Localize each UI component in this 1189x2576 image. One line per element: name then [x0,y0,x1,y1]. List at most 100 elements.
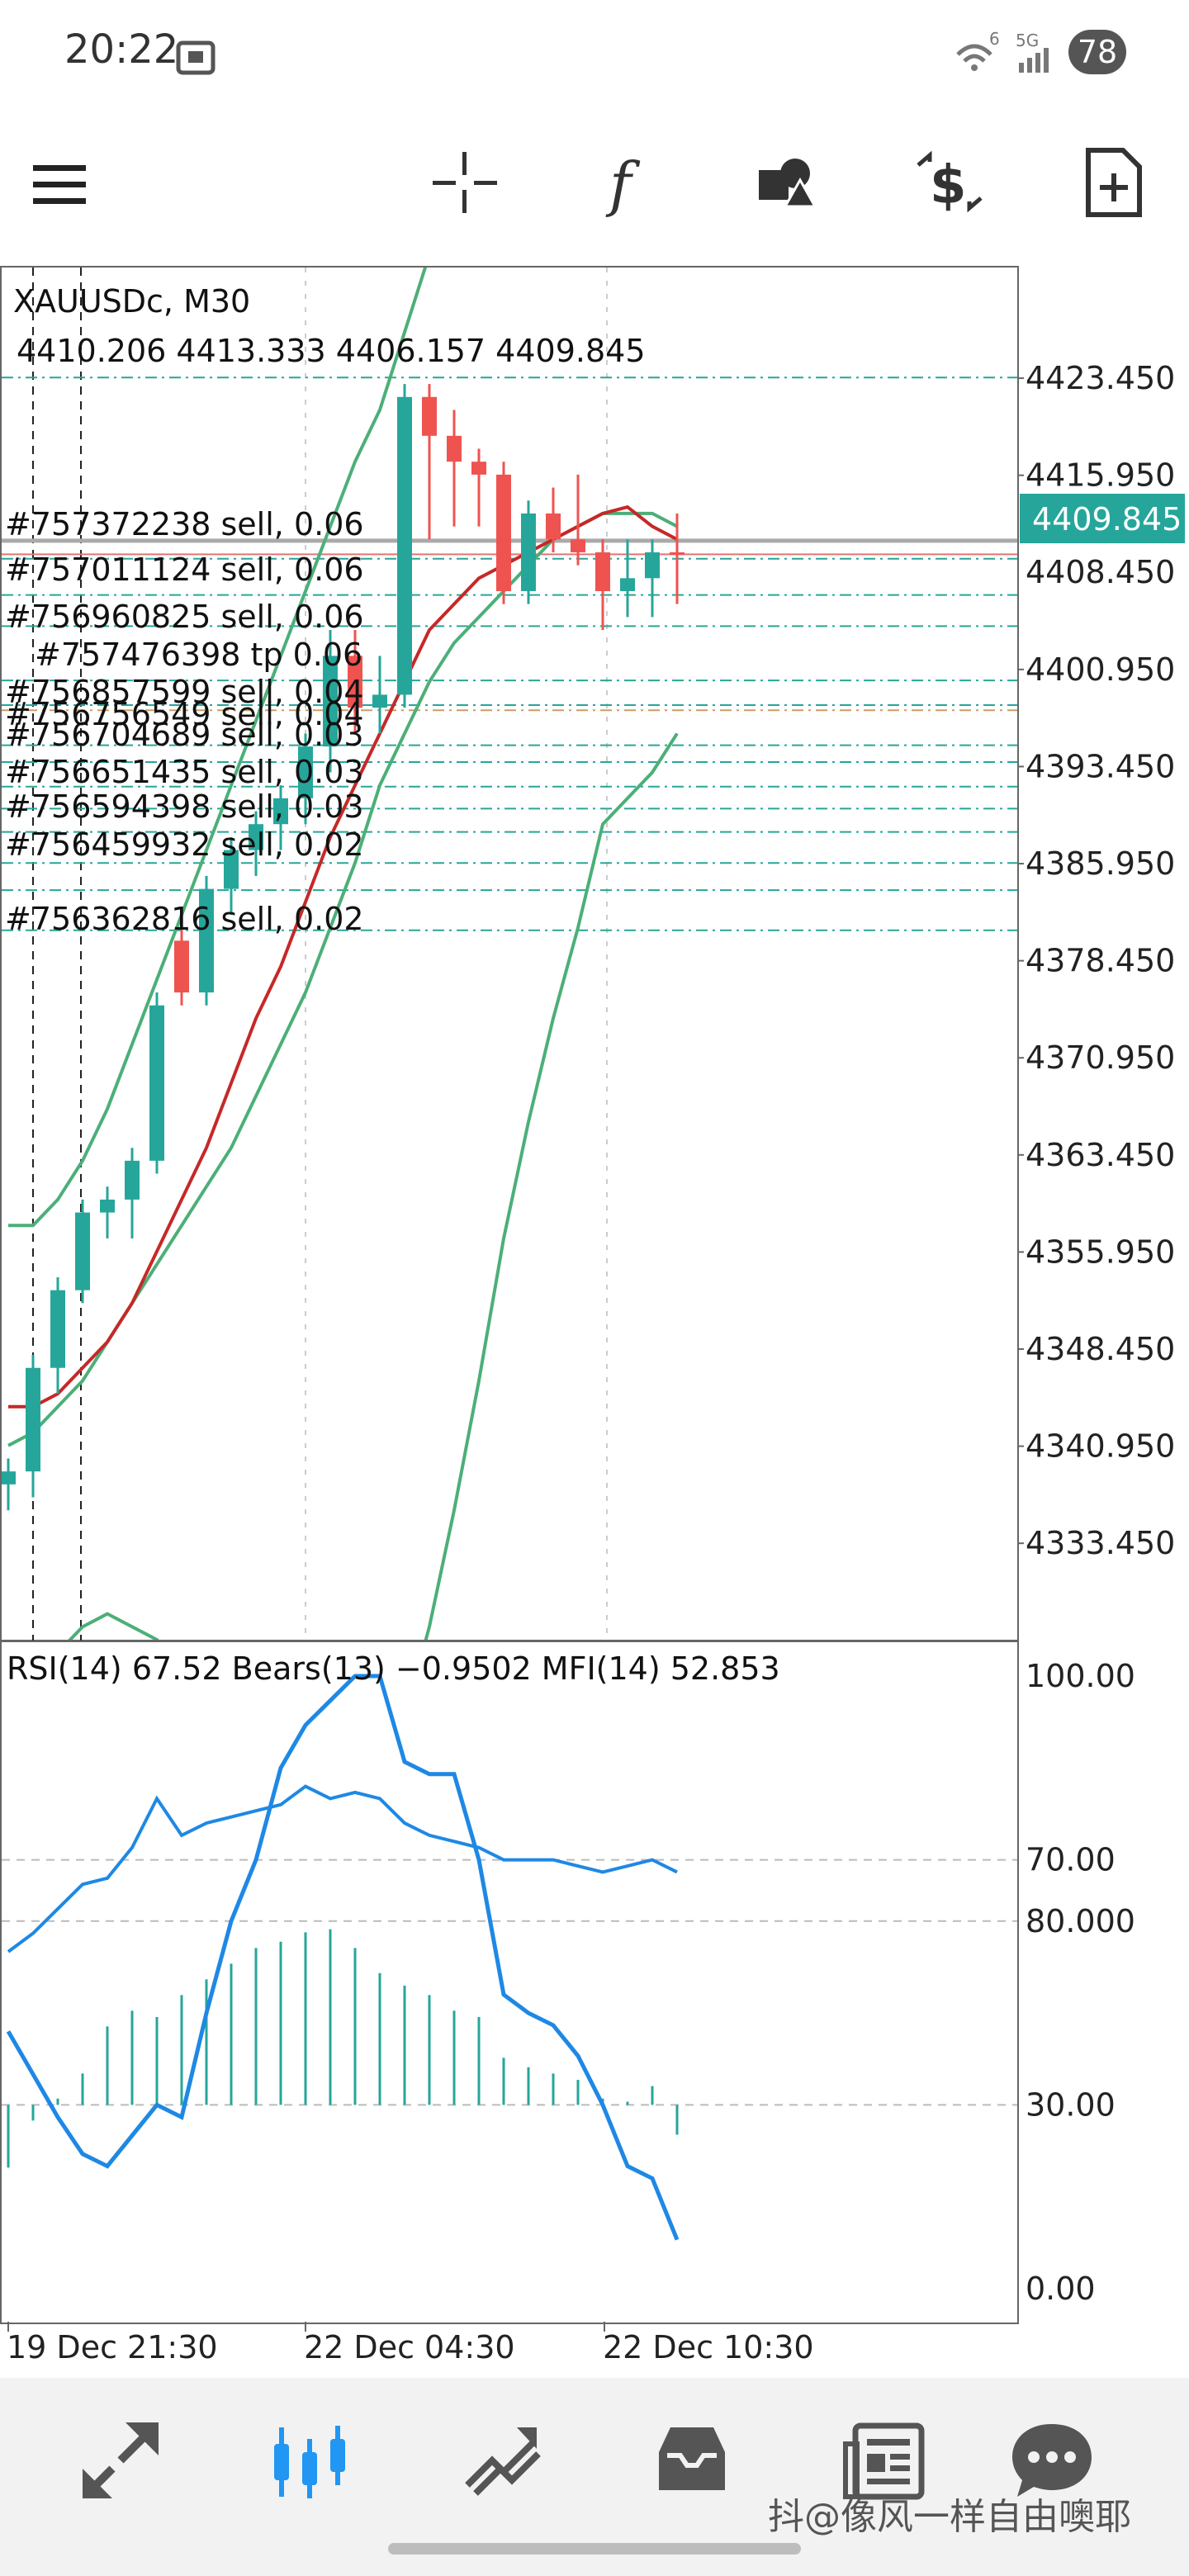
candle [149,992,164,1174]
symbol-label: XAUUSDc, M30 [13,283,250,320]
time-axis: 19 Dec 21:30 22 Dec 04:30 22 Dec 10:30 [7,2322,814,2360]
order-label: #756756549 sell, 0.04 [5,696,364,732]
rsi-line [7,1784,678,1953]
current-price-tag: 4409.845 [1020,494,1185,543]
candle-body [422,396,437,436]
candle-body [149,1005,164,1161]
home-indicator[interactable] [388,2543,801,2555]
candle-body [199,888,214,993]
candle-body [546,513,561,540]
battery-indicator: 78 [1068,30,1126,74]
candle [372,656,387,734]
rsi-polyline [7,1784,678,1953]
indicator-level-label: 30.00 [1026,2086,1116,2123]
indicator-level-label: 80.000 [1026,1903,1135,1939]
candle-body [125,1160,140,1200]
trading-chart[interactable]: 4423.450 4415.950 4400.950 4393.450 4385.950… [0,263,1189,2360]
trade-icon[interactable]: $ [908,140,991,223]
chart-icon[interactable] [261,2411,360,2510]
indicator-levels: 100.00 70.00 80.000 30.00 0.00 [2,1658,1135,2307]
objects-icon[interactable] [747,140,830,223]
price-axis-label: 4400.950 [1026,651,1175,688]
price-axis-label: 4333.450 [1026,1525,1175,1561]
order-label: #756704689 sell, 0.03 [5,717,364,753]
candle [199,875,214,1006]
quotes-icon[interactable] [71,2411,170,2510]
candle [521,500,536,604]
crosshair-icon[interactable] [423,140,505,223]
price-axis-label: 4378.450 [1026,943,1175,979]
candle-body [447,435,462,462]
messages-icon[interactable] [1002,2411,1101,2510]
trade-nav-icon[interactable] [451,2411,550,2510]
price-axis-label: 4370.950 [1026,1039,1175,1076]
candle-body [224,850,239,889]
order-labels: #757372238 sell, 0.06 #757011124 sell, 0.… [5,506,364,937]
candle [75,1199,90,1304]
candle [546,487,561,552]
candle [298,733,313,825]
new-order-icon[interactable] [1072,140,1154,223]
candle [174,927,189,1006]
main-chart-frame [0,266,1019,1641]
candle [249,811,263,876]
indicator-level-label: 0.00 [1026,2271,1096,2307]
order-label: #757372238 sell, 0.06 [5,506,364,542]
price-axis-label: 4340.950 [1026,1428,1175,1465]
screenshot-icon [176,40,216,75]
price-axis-label: 4348.450 [1026,1331,1175,1367]
price-axis-label: 4415.950 [1026,457,1175,494]
candle-body [496,474,511,591]
order-label: #757011124 sell, 0.06 [5,552,364,588]
order-label: #756651435 sell, 0.03 [5,754,364,790]
candle-body [2,1471,16,1485]
candle [2,1458,16,1511]
candle [447,410,462,527]
price-axis-label: 4385.950 [1026,845,1175,882]
candle [273,785,288,850]
ohlc-readout: 4410.206 4413.333 4406.157 4409.845 [17,333,646,369]
candle [422,384,437,540]
order-label: #756459932 sell, 0.02 [5,826,364,863]
candle [571,474,585,566]
candle-body [273,798,288,825]
candle [224,836,239,915]
candle-body [249,824,263,850]
candle-body [620,578,635,591]
indicator-level-label: 70.00 [1026,1842,1116,1878]
menu-icon[interactable] [23,140,106,223]
candle [595,539,610,631]
moving-average-line [8,504,678,1409]
chart-toolbar: f $ [0,116,1189,248]
news-icon[interactable] [834,2411,933,2510]
price-axis-label: 4363.450 [1026,1137,1175,1173]
price-axis-label: 4355.950 [1026,1234,1175,1270]
mfi-polyline [6,1674,680,2241]
indicator-level-label: 100.00 [1026,1658,1135,1694]
order-label: #757476398 tp 0.06 [35,637,362,673]
candle-body [595,552,610,591]
svg-text:4409.845: 4409.845 [1032,501,1182,537]
candle-body [670,552,685,555]
candle-body [521,513,536,591]
candle-body [75,1212,90,1290]
candle [348,630,362,734]
svg-text:5G: 5G [1016,31,1039,50]
candle-body [471,462,486,475]
price-axis: 4423.450 4415.950 4400.950 4393.450 4385.950… [1018,360,1175,1561]
indicator-frame [0,1641,1019,2324]
candle [645,539,660,618]
order-label: #756960825 sell, 0.06 [5,599,364,635]
svg-text:f: f [605,149,641,219]
status-bar: 20:22 6 5G 78 [0,0,1189,107]
candle [323,630,338,773]
indicators-icon[interactable]: f [586,140,669,223]
time-axis-label: 22 Dec 10:30 [603,2329,814,2360]
order-label: #756857599 sell, 0.04 [5,674,364,710]
price-axis-label: 4423.450 [1026,360,1175,396]
status-time: 20:22 [64,26,179,73]
time-axis-label: 22 Dec 04:30 [304,2329,515,2360]
candle-body [323,656,338,747]
candle-body [26,1367,40,1472]
history-icon[interactable] [642,2411,741,2510]
